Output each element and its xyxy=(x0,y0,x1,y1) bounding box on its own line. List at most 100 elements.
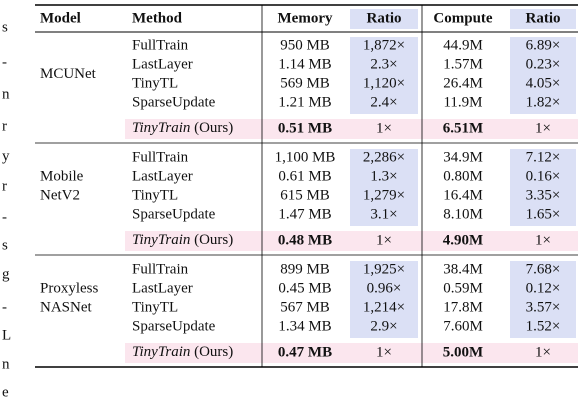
ours-method: TinyTrain (Ours) xyxy=(132,232,233,248)
cell: 6.89× xyxy=(526,37,561,53)
model-name: NASNet xyxy=(40,299,92,315)
cell: 0.61 MB xyxy=(278,168,331,184)
cell: 26.4M xyxy=(443,75,483,91)
ours-cell: 6.51M xyxy=(443,120,483,136)
cell: 3.1× xyxy=(370,206,397,222)
ratio-shade xyxy=(510,37,576,114)
cell: 16.4M xyxy=(443,187,483,203)
margin-fragment: s xyxy=(2,237,8,253)
model-name: MCUNet xyxy=(40,66,97,82)
cell: FullTrain xyxy=(132,261,189,277)
ours-cell: 0.51 MB xyxy=(278,120,332,136)
ours-name: TinyTrain xyxy=(132,120,190,136)
margin-fragment: n xyxy=(2,356,10,372)
cell: 1,925× xyxy=(363,261,405,277)
cell: 567 MB xyxy=(280,299,330,315)
margin-fragment: n xyxy=(2,86,10,102)
cell: 2,286× xyxy=(363,149,405,165)
ours-name: TinyTrain xyxy=(132,232,190,248)
cell: FullTrain xyxy=(132,149,189,165)
cell: 7.12× xyxy=(526,149,561,165)
cell: 7.68× xyxy=(526,261,561,277)
margin-fragment: r xyxy=(2,118,7,134)
margin-fragment: - xyxy=(2,299,7,315)
cell: 950 MB xyxy=(280,37,330,53)
cell: 1.47 MB xyxy=(278,206,331,222)
cell: LastLayer xyxy=(132,280,193,296)
ratio-shade xyxy=(350,149,418,226)
ratio-shade xyxy=(510,261,576,338)
ratio-shade xyxy=(350,261,418,338)
cell: 0.23× xyxy=(526,56,561,72)
cell: SparseUpdate xyxy=(132,318,216,334)
cell: 8.10M xyxy=(443,206,483,222)
model-name: NetV2 xyxy=(40,187,80,203)
ratio-shade xyxy=(350,37,418,114)
cell: 1.14 MB xyxy=(278,56,331,72)
cell: 899 MB xyxy=(280,261,330,277)
ours-cell: 0.47 MB xyxy=(278,344,332,360)
ours-cell: 1× xyxy=(376,120,392,136)
cell: 3.35× xyxy=(526,187,561,203)
cell: 44.9M xyxy=(443,37,483,53)
header-cell: Model xyxy=(40,10,81,26)
ours-cell: 1× xyxy=(535,120,551,136)
cell: 615 MB xyxy=(280,187,330,203)
ours-cell: 1× xyxy=(535,232,551,248)
cell: 1.52× xyxy=(526,318,561,334)
cell: 1,120× xyxy=(363,75,405,91)
cell: TinyTL xyxy=(132,299,178,315)
margin-fragment: y xyxy=(2,148,10,164)
margin-fragment: s xyxy=(2,19,8,35)
ours-method: TinyTrain (Ours) xyxy=(132,120,233,136)
cell: 1.82× xyxy=(526,94,561,110)
cell: LastLayer xyxy=(132,168,193,184)
cell: 0.96× xyxy=(367,280,402,296)
header-cell: Memory xyxy=(278,10,333,26)
cell: 1.21 MB xyxy=(278,94,331,110)
header-cell: Compute xyxy=(433,10,493,26)
cell: TinyTL xyxy=(132,187,178,203)
ours-cell: 5.00M xyxy=(443,344,483,360)
margin-fragment: g xyxy=(2,266,10,282)
ours-cell: 1× xyxy=(535,344,551,360)
header-cell: Method xyxy=(132,10,183,26)
cell: 1.3× xyxy=(370,168,397,184)
margin-fragment: r xyxy=(2,178,7,194)
model-name: Proxyless xyxy=(40,280,99,296)
cell: 4.05× xyxy=(526,75,561,91)
cell: 1,872× xyxy=(363,37,405,53)
ours-cell: 1× xyxy=(376,232,392,248)
cell: FullTrain xyxy=(132,37,189,53)
cell: 0.80M xyxy=(443,168,483,184)
cell: 1.65× xyxy=(526,206,561,222)
margin-fragment: L xyxy=(2,327,11,343)
cell: 17.8M xyxy=(443,299,483,315)
cell: SparseUpdate xyxy=(132,206,216,222)
cell: 2.9× xyxy=(370,318,397,334)
ours-method: TinyTrain (Ours) xyxy=(132,344,233,360)
ours-tag: (Ours) xyxy=(194,120,233,136)
ours-highlight xyxy=(125,119,578,139)
cell: TinyTL xyxy=(132,75,178,91)
margin-fragment: - xyxy=(2,209,7,225)
cell: SparseUpdate xyxy=(132,94,216,110)
model-name: Mobile xyxy=(40,168,84,184)
cell: LastLayer xyxy=(132,56,193,72)
ours-cell: 1× xyxy=(376,344,392,360)
cell: 0.45 MB xyxy=(278,280,331,296)
ours-highlight xyxy=(125,231,578,251)
ours-cell: 4.90M xyxy=(443,232,483,248)
cell: 0.12× xyxy=(526,280,561,296)
cell: 0.59M xyxy=(443,280,483,296)
ours-cell: 0.48 MB xyxy=(278,232,332,248)
cell: 1,214× xyxy=(363,299,405,315)
header-cell: Ratio xyxy=(526,10,561,26)
cell: 2.3× xyxy=(370,56,397,72)
ours-tag: (Ours) xyxy=(194,232,233,248)
cell: 38.4M xyxy=(443,261,483,277)
margin-fragment: e xyxy=(2,384,9,400)
ours-name: TinyTrain xyxy=(132,344,190,360)
cell: 1,100 MB xyxy=(275,149,336,165)
